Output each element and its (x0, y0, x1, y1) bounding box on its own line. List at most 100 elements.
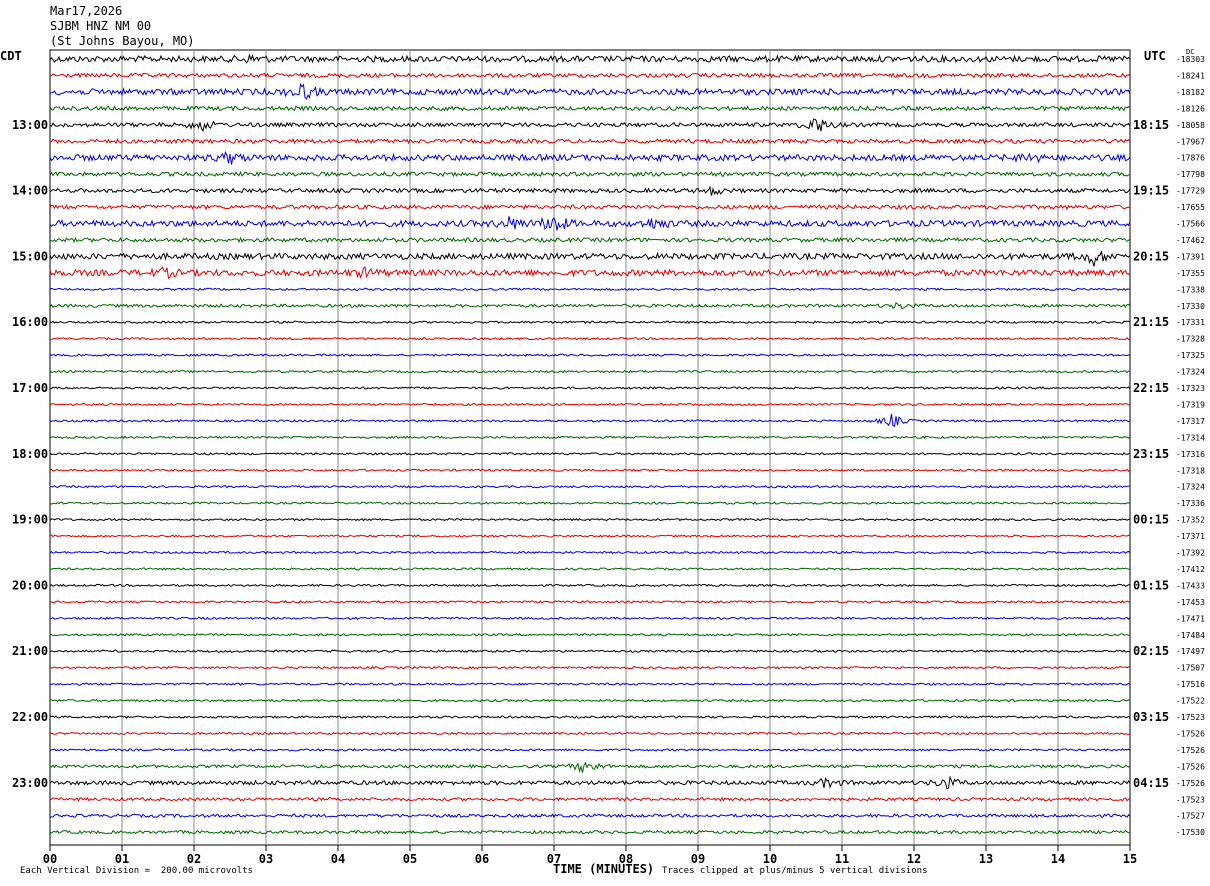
x-tick-label: 14 (1051, 852, 1065, 866)
right-hour-label: 22:15 (1133, 381, 1169, 395)
dc-offset-label: -17497 (1176, 647, 1205, 656)
traces-layer (49, 53, 1131, 835)
trace-1 (49, 72, 1131, 79)
trace-38 (49, 682, 1131, 686)
dc-offset-label: -17319 (1176, 400, 1205, 409)
right-hour-label: 18:15 (1133, 118, 1169, 132)
trace-40 (49, 715, 1131, 719)
trace-47 (49, 829, 1131, 835)
dc-offset-label: -17338 (1176, 285, 1205, 294)
trace-22 (49, 413, 1131, 427)
trace-33 (50, 600, 1131, 604)
x-tick-label: 06 (475, 852, 489, 866)
x-tick-label: 07 (547, 852, 561, 866)
trace-4 (49, 118, 1131, 132)
trace-17 (49, 336, 1131, 341)
labels-layer: 00 01 02 03 04 05 06 07 08 09 10 11 12 13 14 15 -18303 -1… (12, 55, 1205, 866)
grid-layer (49, 49, 1131, 851)
trace-27 (49, 501, 1131, 505)
x-tick-label: 03 (259, 852, 273, 866)
dc-offset-label: -17526 (1176, 746, 1205, 755)
left-hour-label: 15:00 (12, 249, 48, 263)
timezone-right-label: UTC (1144, 49, 1166, 63)
station-label: SJBM HNZ NM 00 (50, 19, 152, 33)
dc-offset-label: -17655 (1176, 203, 1205, 212)
dc-offset-label: -17530 (1176, 828, 1205, 837)
x-tick-label: 11 (835, 852, 849, 866)
date-label: Mar17,2026 (50, 4, 123, 18)
trace-44 (49, 775, 1131, 790)
trace-6 (49, 150, 1131, 165)
x-tick-label: 12 (907, 852, 921, 866)
dc-offset-label: -17516 (1176, 680, 1205, 689)
x-tick-label: 05 (403, 852, 417, 866)
trace-13 (49, 266, 1131, 280)
trace-31 (49, 567, 1131, 571)
dc-offset-label: -17325 (1176, 351, 1205, 360)
right-hour-label: 04:15 (1133, 776, 1169, 790)
dc-offset-label: -18241 (1176, 71, 1205, 80)
dc-offset-label: -17526 (1176, 762, 1205, 771)
dc-offset-label: -17453 (1176, 598, 1205, 607)
trace-21 (49, 402, 1131, 407)
right-hour-label: 01:15 (1133, 578, 1169, 592)
x-tick-label: 08 (619, 852, 633, 866)
dc-offset-label: -17355 (1176, 269, 1205, 278)
dc-offset-label: -17324 (1176, 368, 1205, 377)
trace-37 (49, 665, 1131, 670)
dc-offset-label: -17433 (1176, 581, 1205, 590)
right-hour-label: 00:15 (1133, 513, 1169, 527)
right-hour-label: 23:15 (1133, 447, 1169, 461)
trace-12 (49, 251, 1131, 267)
trace-9 (49, 203, 1131, 211)
left-hour-label: 22:00 (12, 710, 48, 724)
dc-offset-label: -18182 (1176, 88, 1205, 97)
trace-28 (49, 517, 1131, 522)
plot-frame (49, 49, 1131, 846)
x-tick-label: 15 (1123, 852, 1137, 866)
dc-offset-label: -18058 (1176, 121, 1205, 130)
trace-24 (49, 452, 1131, 456)
dc-offset-label: -17330 (1176, 302, 1205, 311)
left-hour-label: 20:00 (12, 578, 48, 592)
dc-offset-label: -17314 (1176, 433, 1205, 442)
trace-23 (49, 435, 1131, 440)
x-tick-label: 02 (187, 852, 201, 866)
trace-42 (49, 748, 1131, 752)
trace-2 (49, 82, 1131, 100)
trace-15 (49, 301, 1131, 310)
x-tick-label: 00 (43, 852, 57, 866)
dc-offset-label: -17323 (1176, 384, 1205, 393)
left-hour-label: 23:00 (12, 776, 48, 790)
dc-offset-label: -17336 (1176, 499, 1205, 508)
dc-offset-label: -17316 (1176, 450, 1205, 459)
dc-offset-label: -17484 (1176, 631, 1205, 640)
x-tick-label: 09 (691, 852, 705, 866)
dc-offset-label: -17471 (1176, 614, 1205, 623)
left-hour-label: 13:00 (12, 118, 48, 132)
dc-offset-label: -17462 (1176, 236, 1205, 245)
trace-18 (49, 353, 1131, 357)
trace-25 (49, 468, 1131, 472)
scale-note: Each Vertical Division = 200.00 microvol… (20, 866, 253, 876)
trace-26 (49, 484, 1131, 489)
trace-11 (49, 236, 1131, 244)
left-hour-label: 14:00 (12, 184, 48, 198)
dc-offset-label: -17328 (1176, 335, 1205, 344)
right-hour-label: 20:15 (1133, 249, 1169, 263)
right-hour-label: 02:15 (1133, 644, 1169, 658)
trace-32 (49, 583, 1131, 588)
dc-offset-label: -17526 (1176, 779, 1205, 788)
trace-29 (49, 534, 1131, 538)
dc-offset-label: -17798 (1176, 170, 1205, 179)
trace-43 (49, 761, 1131, 774)
dc-offset-label: -17412 (1176, 565, 1205, 574)
clip-note: Traces clipped at plus/minus 5 vertical … (662, 866, 928, 876)
right-hour-label: 03:15 (1133, 710, 1169, 724)
trace-36 (49, 649, 1131, 653)
trace-35 (49, 633, 1131, 637)
trace-0 (49, 53, 1131, 64)
dc-offset-label: -17729 (1176, 187, 1205, 196)
dc-offset-label: -17324 (1176, 483, 1205, 492)
